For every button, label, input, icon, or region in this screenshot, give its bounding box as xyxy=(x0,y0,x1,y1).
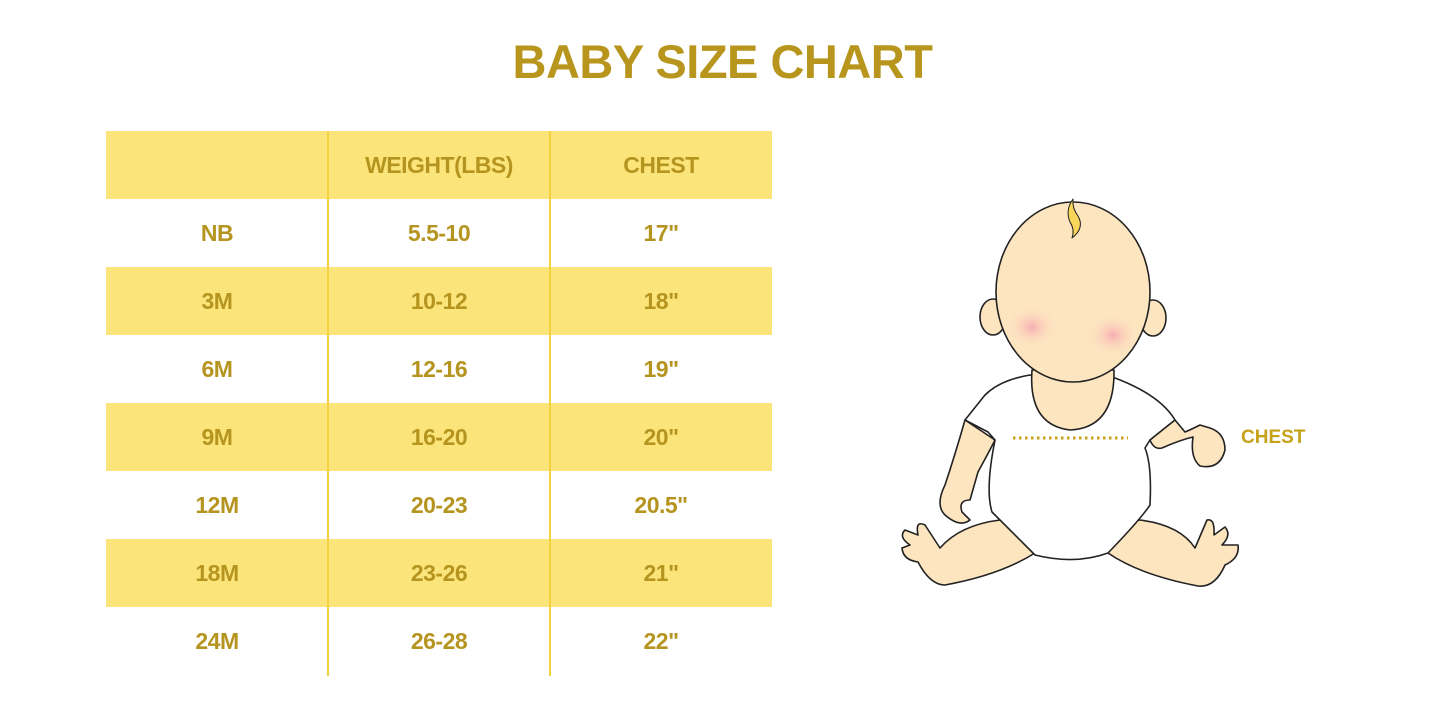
weight-cell: 20-23 xyxy=(410,491,468,518)
table-row: 12M 20-23 20.5" xyxy=(106,471,772,539)
header-chest: CHEST xyxy=(623,151,699,178)
weight-cell: 12-16 xyxy=(410,355,468,382)
chest-cell: 21" xyxy=(643,559,680,586)
size-cell: 24M xyxy=(195,627,239,654)
weight-cell: 5.5-10 xyxy=(407,219,471,246)
column-divider xyxy=(549,131,551,676)
chest-cell: 20.5" xyxy=(634,491,688,518)
right-leg xyxy=(1107,519,1240,587)
chest-cell: 18" xyxy=(643,287,680,314)
size-cell: 6M xyxy=(201,355,233,382)
header-weight: WEIGHT(LBS) xyxy=(365,151,513,178)
column-divider xyxy=(327,131,329,676)
hair-curl xyxy=(1067,198,1081,239)
page-title: BABY SIZE CHART xyxy=(512,35,933,88)
weight-cell: 10-12 xyxy=(410,287,468,314)
neck xyxy=(1030,369,1115,431)
table-row: 3M 10-12 18" xyxy=(106,267,772,335)
size-cell: 18M xyxy=(195,559,239,586)
chest-cell: 20" xyxy=(643,423,680,450)
size-cell: 12M xyxy=(195,491,239,518)
weight-cell: 16-20 xyxy=(410,423,468,450)
chest-cell: 17" xyxy=(643,219,680,246)
table-row: 18M 23-26 21" xyxy=(106,539,772,607)
chest-label: CHEST xyxy=(1241,427,1306,448)
size-table: WEIGHT(LBS) CHEST NB 5.5-10 17" 3M 10-12… xyxy=(106,131,772,675)
weight-cell: 26-28 xyxy=(410,627,468,654)
right-arm xyxy=(1149,419,1226,468)
chest-cell: 22" xyxy=(643,627,680,654)
table-row: NB 5.5-10 17" xyxy=(106,199,772,267)
table-header-row: WEIGHT(LBS) CHEST xyxy=(106,131,772,199)
left-arm xyxy=(939,419,996,524)
chest-cell: 19" xyxy=(643,355,680,382)
table-row: 9M 16-20 20" xyxy=(106,403,772,471)
left-cheek xyxy=(1006,305,1058,349)
left-leg xyxy=(901,519,1036,586)
size-cell: NB xyxy=(200,219,234,246)
weight-cell: 23-26 xyxy=(410,559,468,586)
size-cell: 3M xyxy=(201,287,233,314)
table-row: 24M 26-28 22" xyxy=(106,607,772,675)
size-cell: 9M xyxy=(201,423,233,450)
right-cheek xyxy=(1087,313,1139,357)
table-row: 6M 12-16 19" xyxy=(106,335,772,403)
